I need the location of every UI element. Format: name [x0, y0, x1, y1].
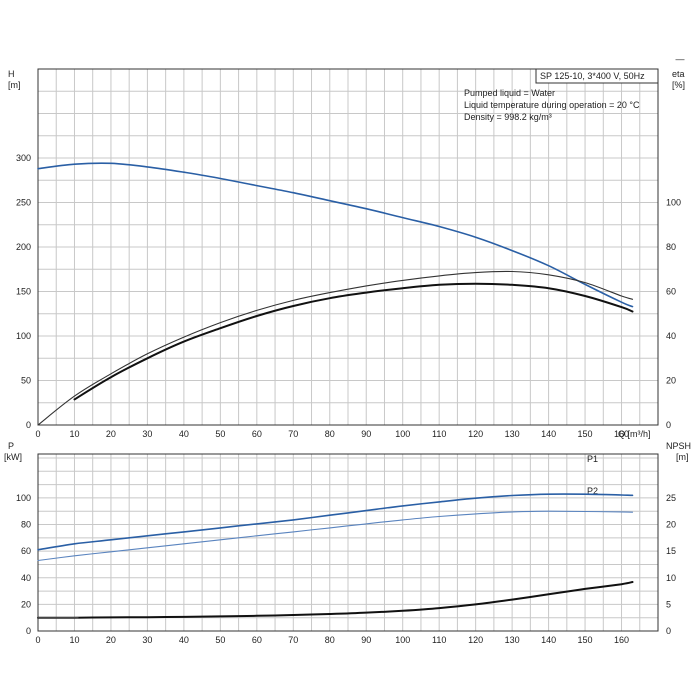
head-panel-frame: [37, 68, 659, 426]
power-tick-label: 40: [21, 573, 31, 583]
head-tick-label: 50: [21, 376, 31, 386]
x-tick-label: 120: [468, 635, 483, 645]
x-tick-label: 130: [505, 635, 520, 645]
power-tick-label: 80: [21, 520, 31, 530]
x-tick-label: 30: [142, 429, 152, 439]
x-tick-label: 160: [614, 635, 629, 645]
legend-box: SP 125-10, 3*400 V, 50Hz Pumped liquid =…: [464, 68, 659, 122]
eta-axis-title: eta: [672, 69, 685, 79]
power-tick-label: 20: [21, 599, 31, 609]
x-tick-label: 30: [142, 635, 152, 645]
x-tick-label: 50: [215, 635, 225, 645]
x-tick-label: 70: [288, 429, 298, 439]
npsh-tick-label: 20: [666, 520, 676, 530]
head-axis-unit: [m]: [8, 80, 21, 90]
series-line-1-2: [37, 581, 634, 619]
note-density: Density = 998.2 kg/m³: [464, 112, 552, 122]
head-tick-label: 100: [16, 331, 31, 341]
series-line-0-2: [73, 282, 634, 401]
x-tick-label: 110: [432, 635, 446, 645]
power-axis-title: P: [8, 441, 14, 451]
npsh-axis-unit: [m]: [676, 452, 689, 462]
power-axis-unit: [kW]: [4, 452, 22, 462]
x-tick-label: 90: [361, 635, 371, 645]
head-tick-label: 250: [16, 198, 31, 208]
x-tick-label: 140: [541, 429, 556, 439]
npsh-tick-label: 5: [666, 599, 671, 609]
npsh-tick-label: 15: [666, 546, 676, 556]
npsh-tick-label: 10: [666, 573, 676, 583]
x-tick-label: 10: [69, 429, 79, 439]
npsh-tick-label: 25: [666, 493, 676, 503]
npsh-tick-label: 0: [666, 626, 671, 636]
x-tick-label: 60: [252, 635, 262, 645]
power-panel-frame: [37, 453, 659, 632]
power-npsh-panel: P [kW] NPSH [m] P1 P2 0 10 20 30 40 50 60 70 80 9…: [4, 441, 691, 645]
head-tick-label: 200: [16, 242, 31, 252]
power-tick-label: 60: [21, 546, 31, 556]
series-line-1-0: [37, 493, 634, 551]
series-line-0-1: [37, 270, 634, 426]
eta-tick-label: 40: [666, 331, 676, 341]
x-tick-label: 50: [215, 429, 225, 439]
series-line-1-1: [37, 510, 634, 562]
series-label-p2: P2: [587, 486, 598, 496]
x-tick-label: 0: [35, 635, 40, 645]
x-tick-label: 60: [252, 429, 262, 439]
head-tick-label: 0: [26, 420, 31, 430]
eta-tick-label: 100: [666, 198, 681, 208]
series-label-p1: P1: [587, 454, 598, 464]
x-tick-label: 140: [541, 635, 556, 645]
series-line-0-0: [37, 162, 634, 308]
x-tick-label: 0: [35, 429, 40, 439]
chart-title: SP 125-10, 3*400 V, 50Hz: [540, 71, 645, 81]
x-tick-label: 80: [325, 635, 335, 645]
corner-mark: —: [676, 54, 685, 64]
note-temperature: Liquid temperature during operation = 20…: [464, 100, 640, 110]
head-efficiency-panel: H [m] eta [%] SP 125-10, 3*400 V, 50Hz P…: [8, 68, 685, 439]
head-axis-title: H: [8, 69, 15, 79]
x-axis-label: Q [m³/h]: [618, 429, 651, 439]
x-tick-label: 80: [325, 429, 335, 439]
x-tick-label: 150: [578, 429, 593, 439]
note-liquid: Pumped liquid = Water: [464, 88, 555, 98]
npsh-axis-title: NPSH: [666, 441, 691, 451]
x-tick-label: 100: [395, 429, 410, 439]
x-tick-label: 130: [505, 429, 520, 439]
x-tick-label: 100: [395, 635, 410, 645]
head-tick-label: 150: [16, 287, 31, 297]
x-tick-label: 40: [179, 429, 189, 439]
x-tick-label: 40: [179, 635, 189, 645]
x-tick-label: 90: [361, 429, 371, 439]
x-tick-label: 120: [468, 429, 483, 439]
eta-axis-unit: [%]: [672, 80, 685, 90]
eta-tick-label: 20: [666, 376, 676, 386]
x-tick-label: 10: [69, 635, 79, 645]
x-tick-label: 70: [288, 635, 298, 645]
x-tick-label: 20: [106, 635, 116, 645]
x-tick-label: 110: [432, 429, 446, 439]
eta-tick-label: 80: [666, 242, 676, 252]
power-tick-label: 100: [16, 493, 31, 503]
eta-tick-label: 60: [666, 287, 676, 297]
x-tick-label: 20: [106, 429, 116, 439]
head-tick-label: 300: [16, 153, 31, 163]
power-tick-label: 0: [26, 626, 31, 636]
eta-tick-label: 0: [666, 420, 671, 430]
x-tick-label: 160: [614, 429, 629, 439]
x-tick-label: 150: [578, 635, 593, 645]
